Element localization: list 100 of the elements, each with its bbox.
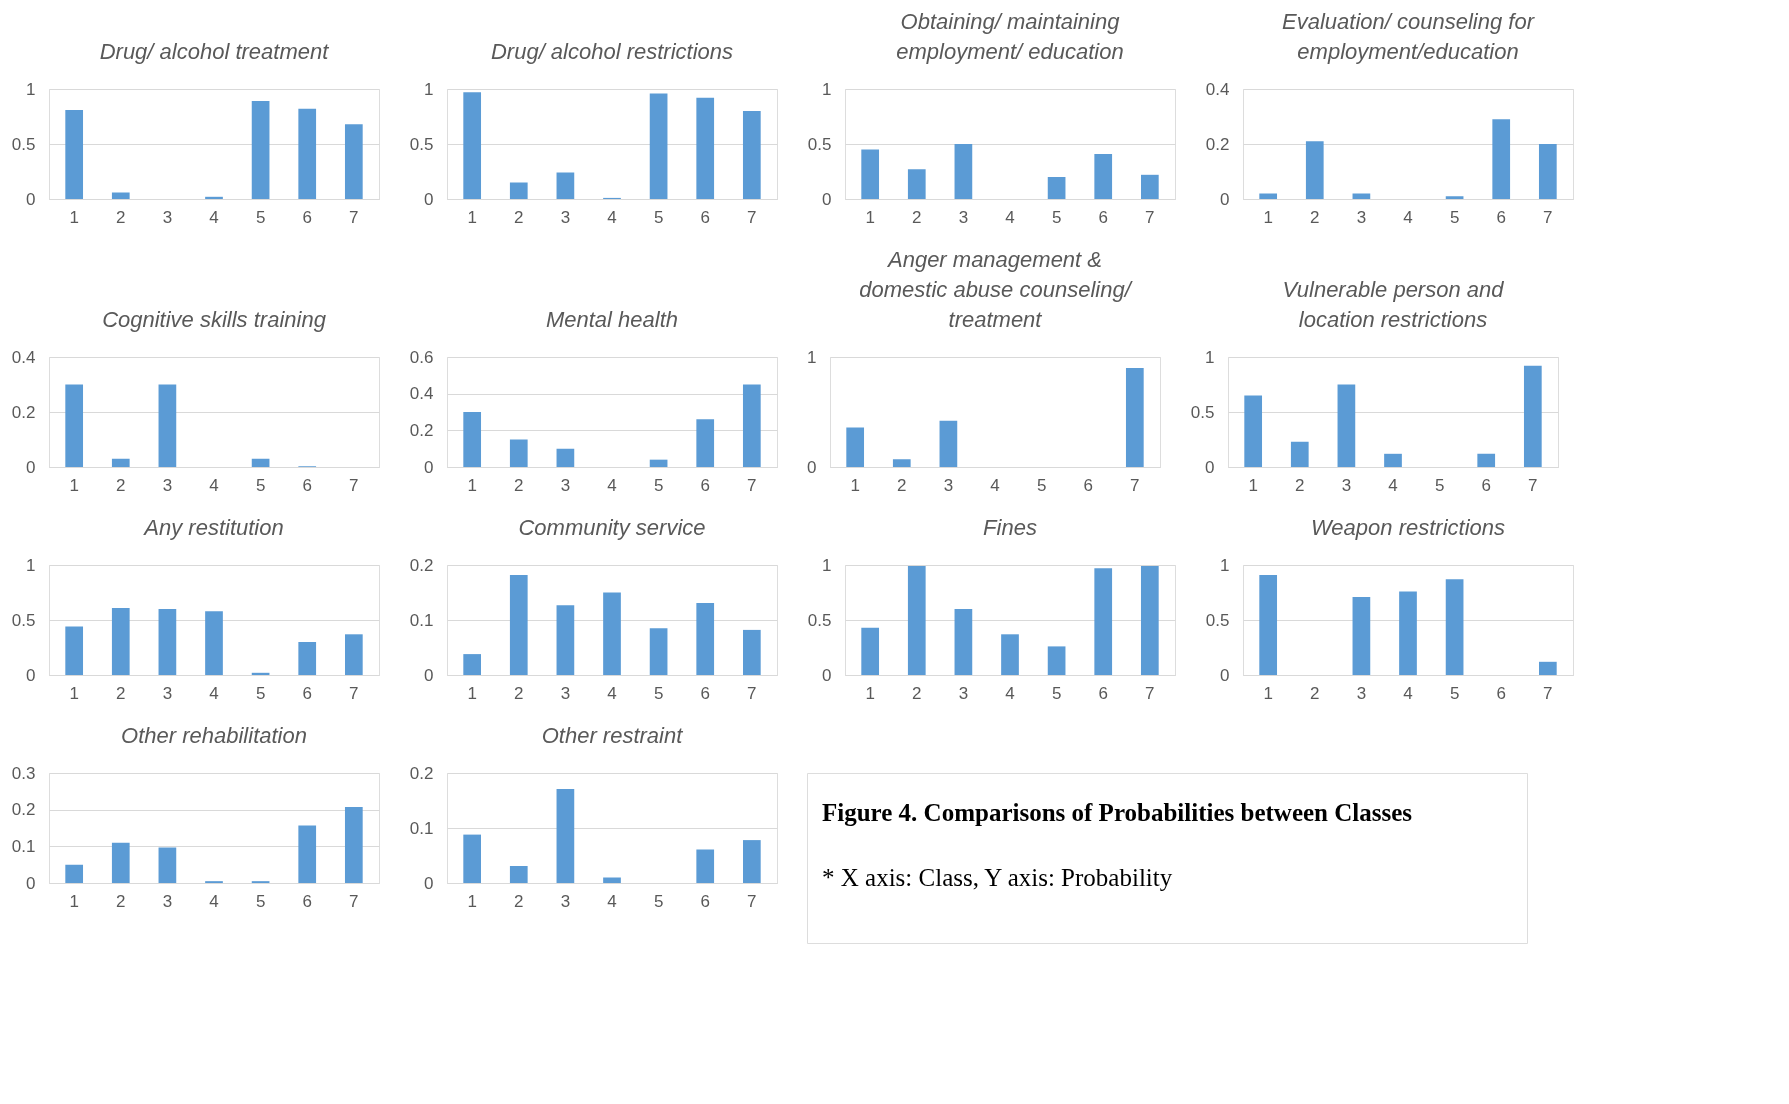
text: Figure 4. Comparisons of Probabilities between Classes [822,799,1413,826]
x-tick-label: 7 [349,475,359,495]
x-tick-label: 1 [1263,683,1273,703]
x-tick-label: 1 [467,891,477,911]
bar [463,834,482,883]
bar [1538,661,1557,675]
x-tick-label: 5 [1434,475,1445,495]
x-tick-label: 7 [1145,683,1155,703]
x-tick-label: 4 [607,475,617,495]
x-tick-label: 1 [467,475,477,495]
x-tick-label: 6 [700,207,710,227]
x-tick-label: 6 [302,475,312,495]
x-tick-label: 6 [700,475,710,495]
bar [742,840,761,883]
chart-title: Other restraint [541,723,684,748]
bar [111,458,130,467]
chart-title: Other rehabilitation [121,723,307,748]
y-tick-label: 0 [822,665,832,685]
bar [556,605,575,675]
bar [696,849,715,883]
bar [111,607,130,675]
x-tick-label: 7 [349,891,359,911]
y-tick-label: 1 [822,555,832,575]
x-tick-label: 6 [1083,475,1093,495]
x-tick-label: 5 [1051,207,1062,227]
x-tick-label: 6 [700,683,710,703]
y-tick-label: 0.3 [11,763,36,783]
bar [1523,365,1542,467]
y-tick-label: 0 [1205,457,1215,477]
bar [344,124,363,199]
bar [649,93,668,199]
bar [649,628,668,675]
x-tick-label: 7 [747,475,757,495]
x-tick-label: 3 [958,683,969,703]
y-tick-label: 0.2 [1205,134,1230,154]
chart-title: Obtaining/ maintaining employment/ education [896,9,1124,64]
y-tick-label: 0 [424,665,434,685]
y-tick-label: 0 [424,189,434,209]
x-tick-label: 7 [1528,475,1538,495]
bar [1047,646,1066,675]
bar [742,384,761,467]
y-tick-label: 0 [807,457,817,477]
bar [1140,174,1159,199]
y-tick-label: 0.5 [807,134,832,154]
bar [1305,141,1324,199]
bar [1337,384,1356,467]
y-tick-label: 0.5 [807,610,832,630]
y-tick-label: 0.4 [1205,79,1230,99]
x-tick-label: 4 [607,891,617,911]
x-tick-label: 6 [700,891,710,911]
x-tick-label: 3 [162,475,173,495]
x-tick-label: 3 [560,683,571,703]
x-tick-label: 1 [1248,475,1258,495]
bar [742,111,761,199]
bar [298,825,317,883]
x-tick-label: 4 [1005,683,1015,703]
bar [298,108,317,199]
x-tick-label: 4 [1005,207,1015,227]
chart-title: Any restitution [142,515,284,540]
x-tick-label: 3 [560,475,571,495]
x-tick-label: 5 [255,683,266,703]
chart-title: Community service [518,515,706,540]
x-tick-label: 5 [1036,475,1047,495]
x-tick-label: 7 [1543,683,1553,703]
chart-title: Mental health [545,307,679,332]
y-tick-label: 0.1 [409,818,434,838]
bar [344,634,363,675]
y-tick-label: 0 [26,873,36,893]
x-tick-label: 1 [467,207,477,227]
x-tick-label: 1 [69,475,79,495]
bar [861,627,880,675]
x-tick-label: 2 [514,683,524,703]
x-tick-label: 3 [560,891,571,911]
x-tick-label: 3 [560,207,571,227]
x-tick-label: 5 [653,891,664,911]
y-tick-label: 0.2 [409,763,434,783]
bar [696,419,715,467]
y-tick-label: 1 [424,79,434,99]
text: * X axis: Class, Y axis: Probability [822,864,1173,891]
bar [509,865,528,883]
bar [1445,579,1464,675]
x-tick-label: 5 [1449,683,1460,703]
x-tick-label: 5 [255,207,266,227]
bar [1259,193,1278,199]
bar [696,97,715,199]
x-tick-label: 1 [69,683,79,703]
y-tick-label: 0 [1220,665,1230,685]
bar [463,654,482,675]
x-tick-label: 4 [607,683,617,703]
x-tick-label: 1 [865,683,875,703]
bar [251,458,270,467]
bar [892,459,911,467]
bar [509,574,528,675]
y-tick-label: 0.2 [11,402,36,422]
x-tick-label: 4 [1403,207,1413,227]
bar [111,842,130,883]
bar [556,788,575,883]
bar [251,101,270,199]
x-tick-label: 5 [1051,683,1062,703]
y-tick-label: 0.2 [11,800,36,820]
